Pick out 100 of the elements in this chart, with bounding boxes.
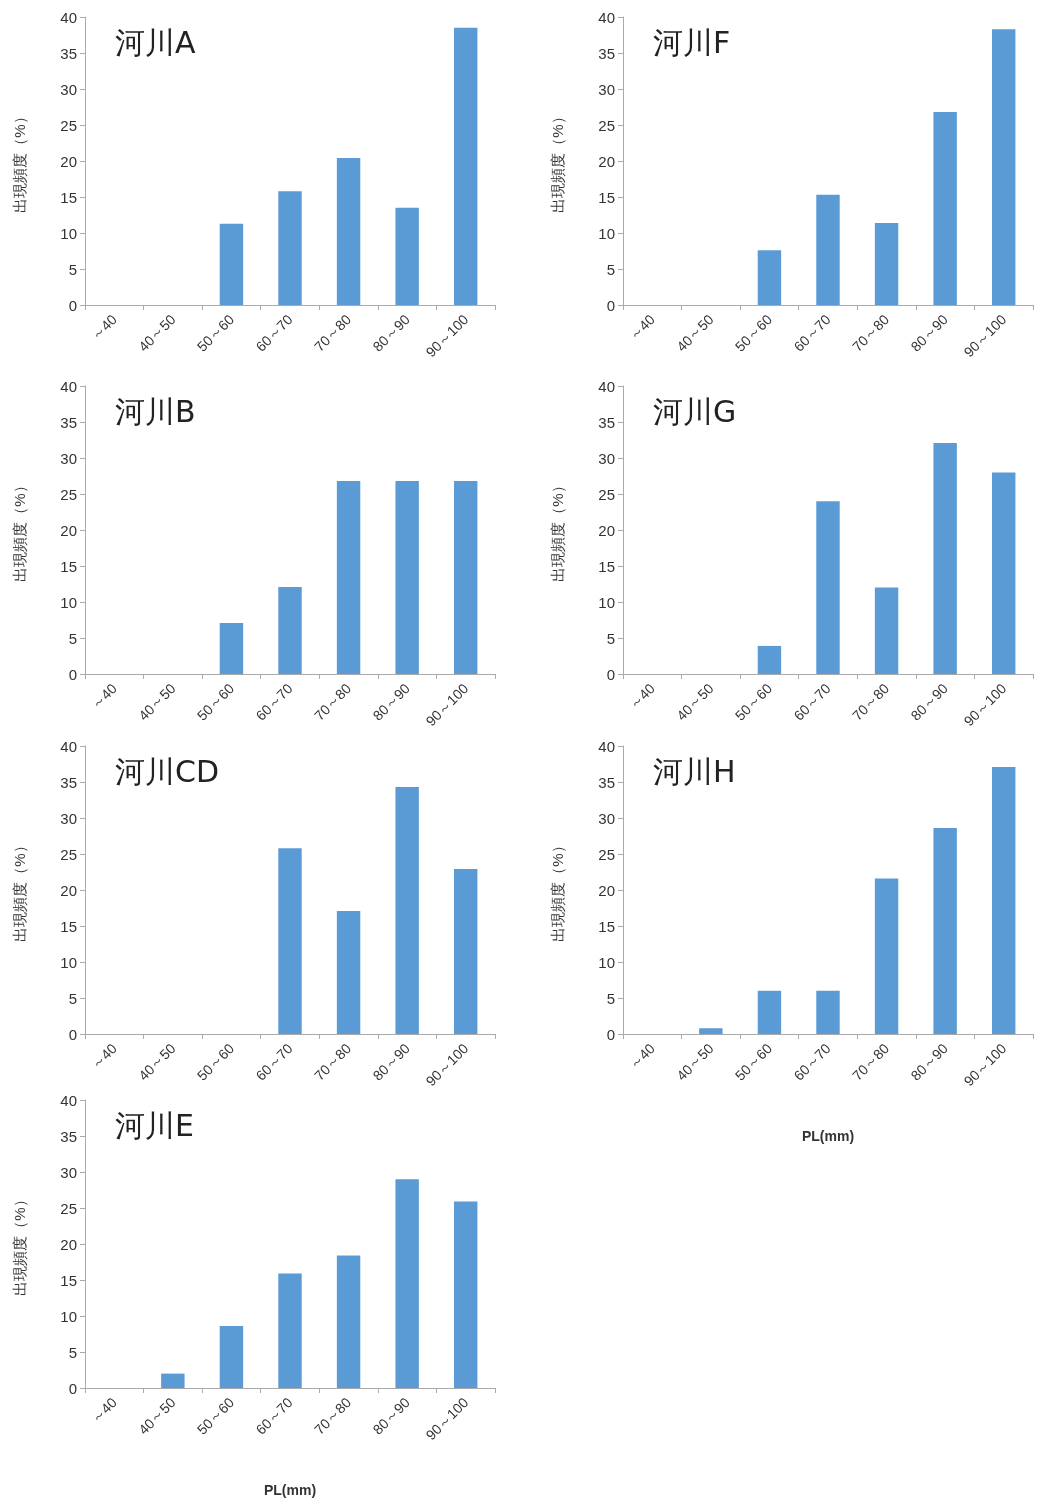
x-tick-label: 50～60 <box>731 680 776 724</box>
x-tick-label: 40～50 <box>135 680 179 724</box>
bar <box>278 586 302 674</box>
bar <box>699 1028 723 1034</box>
y-tick-label: 40 <box>598 8 615 26</box>
y-tick-label: 10 <box>60 1307 77 1325</box>
x-tick-label: ～40 <box>87 680 121 713</box>
bar <box>933 112 957 305</box>
y-tick-label: 35 <box>598 773 615 791</box>
x-tick-label: 60～70 <box>252 1040 296 1084</box>
y-tick-label: 25 <box>598 485 615 503</box>
y-tick-label: 10 <box>60 953 77 971</box>
y-tick-label: 0 <box>68 665 77 683</box>
y-tick-label: 20 <box>598 152 615 170</box>
chart-title: 河川E <box>115 1107 194 1143</box>
y-axis-title: 出現頻度（%） <box>11 838 28 942</box>
y-tick-label: 10 <box>598 953 615 971</box>
y-tick-label: 10 <box>598 224 615 242</box>
y-tick-label: 0 <box>606 665 615 683</box>
y-tick-label: 25 <box>60 485 77 503</box>
bar <box>278 1273 302 1388</box>
chart-title: 河川G <box>653 393 737 429</box>
y-tick-label: 20 <box>598 881 615 899</box>
y-tick-label: 0 <box>606 296 615 314</box>
x-tick-label: 70～80 <box>311 680 355 724</box>
chart-title: 河川CD <box>115 753 220 789</box>
x-tick-label: 70～80 <box>311 1394 355 1438</box>
x-tick-label: 40～50 <box>673 1040 717 1084</box>
bar <box>336 910 361 1034</box>
y-tick-label: 20 <box>60 881 77 899</box>
y-tick-label: 20 <box>60 152 77 170</box>
x-tick-label: 50～60 <box>193 311 238 355</box>
y-tick-label: 35 <box>60 1127 77 1145</box>
x-tick-label: 40～50 <box>135 1394 179 1438</box>
x-tick-label: 70～80 <box>849 311 893 355</box>
y-tick-label: 25 <box>60 116 77 134</box>
y-tick-label: 35 <box>60 44 77 62</box>
x-tick-label: 50～60 <box>193 680 238 724</box>
x-tick-label: 80～90 <box>369 1040 413 1084</box>
bar <box>336 1255 361 1388</box>
bar <box>278 191 302 305</box>
y-tick-label: 30 <box>598 449 615 467</box>
y-tick-label: 0 <box>68 1025 77 1043</box>
y-tick-label: 15 <box>60 1271 77 1289</box>
y-tick-label: 25 <box>60 1199 77 1217</box>
x-tick-label: 80～90 <box>369 1394 413 1438</box>
bar <box>454 869 478 1034</box>
bar <box>161 1373 185 1388</box>
y-tick-label: 40 <box>60 1091 77 1109</box>
x-tick-label: 60～70 <box>790 311 834 355</box>
bar <box>454 481 478 674</box>
bar <box>874 587 899 674</box>
y-tick-label: 5 <box>68 1343 77 1361</box>
chart-title: 河川A <box>115 24 196 60</box>
y-tick-label: 0 <box>606 1025 615 1043</box>
x-tick-label: 70～80 <box>849 1040 893 1084</box>
x-tick-label: ～40 <box>625 680 659 713</box>
bar <box>757 645 782 674</box>
y-axis-title: 出現頻度（%） <box>549 478 566 582</box>
y-tick-label: 10 <box>60 224 77 242</box>
x-tick-label: 40～50 <box>135 311 179 355</box>
x-tick-label: 90～100 <box>422 311 472 361</box>
bar <box>933 828 957 1034</box>
y-tick-label: 5 <box>68 989 77 1007</box>
y-tick-label: 20 <box>598 521 615 539</box>
bar <box>395 207 419 305</box>
x-tick-label: 50～60 <box>193 1394 238 1438</box>
x-tick-label: ～40 <box>87 1040 121 1073</box>
y-tick-label: 5 <box>606 989 615 1007</box>
x-tick-label: 80～90 <box>907 311 951 355</box>
y-tick-label: 15 <box>598 557 615 575</box>
x-tick-label: 50～60 <box>731 311 776 355</box>
y-tick-label: 20 <box>60 1235 77 1253</box>
bar <box>874 878 899 1034</box>
y-tick-label: 30 <box>60 1163 77 1181</box>
y-tick-label: 40 <box>60 8 77 26</box>
x-tick-label: 50～60 <box>193 1040 238 1084</box>
bar <box>992 766 1016 1034</box>
bar <box>933 442 957 674</box>
x-tick-label: 90～100 <box>422 680 472 730</box>
y-tick-label: 25 <box>60 845 77 863</box>
bar <box>816 501 840 674</box>
y-axis-title: 出現頻度（%） <box>549 838 566 942</box>
y-tick-label: 25 <box>598 845 615 863</box>
bar <box>278 848 302 1034</box>
bar <box>336 158 361 305</box>
x-axis-title: PL(mm) <box>263 1482 317 1498</box>
bar <box>816 194 840 305</box>
bar <box>395 1179 419 1388</box>
y-tick-label: 30 <box>60 809 77 827</box>
x-tick-label: 50～60 <box>731 1040 776 1084</box>
y-tick-label: 15 <box>60 188 77 206</box>
bar <box>395 481 419 674</box>
y-tick-label: 5 <box>606 629 615 647</box>
bar <box>992 472 1016 674</box>
x-tick-label: 40～50 <box>673 680 717 724</box>
x-tick-label: 60～70 <box>252 1394 296 1438</box>
bar <box>219 223 244 305</box>
y-tick-label: 40 <box>60 377 77 395</box>
y-tick-label: 35 <box>598 44 615 62</box>
